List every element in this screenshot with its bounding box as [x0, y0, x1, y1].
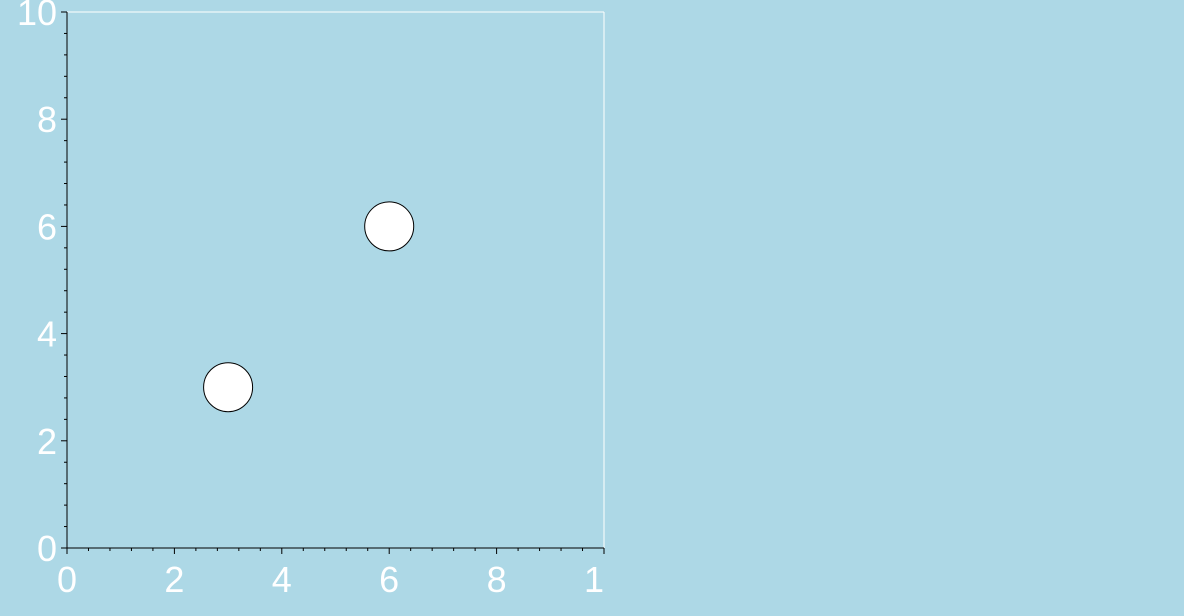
plot-frame	[67, 11, 605, 548]
y-tick-label: 4	[37, 314, 57, 355]
axes	[61, 11, 605, 554]
y-tick-label: 6	[37, 206, 57, 247]
x-tick-label: 0	[57, 559, 77, 600]
x-tick-label: 2	[164, 559, 184, 600]
data-points	[203, 201, 415, 413]
x-tick-label: 10	[584, 559, 624, 600]
tick-labels: 0 2 4 6 8 10 0 2 4 6 8 10	[17, 0, 624, 600]
data-point	[364, 201, 415, 252]
y-tick-label: 8	[37, 99, 57, 140]
x-tick-label: 4	[272, 559, 292, 600]
y-tick-label: 2	[37, 421, 57, 462]
x-tick-label: 8	[487, 559, 507, 600]
y-tick-label: 10	[17, 0, 57, 33]
data-point	[203, 362, 254, 413]
y-tick-label: 0	[37, 528, 57, 569]
x-tick-label: 6	[379, 559, 399, 600]
